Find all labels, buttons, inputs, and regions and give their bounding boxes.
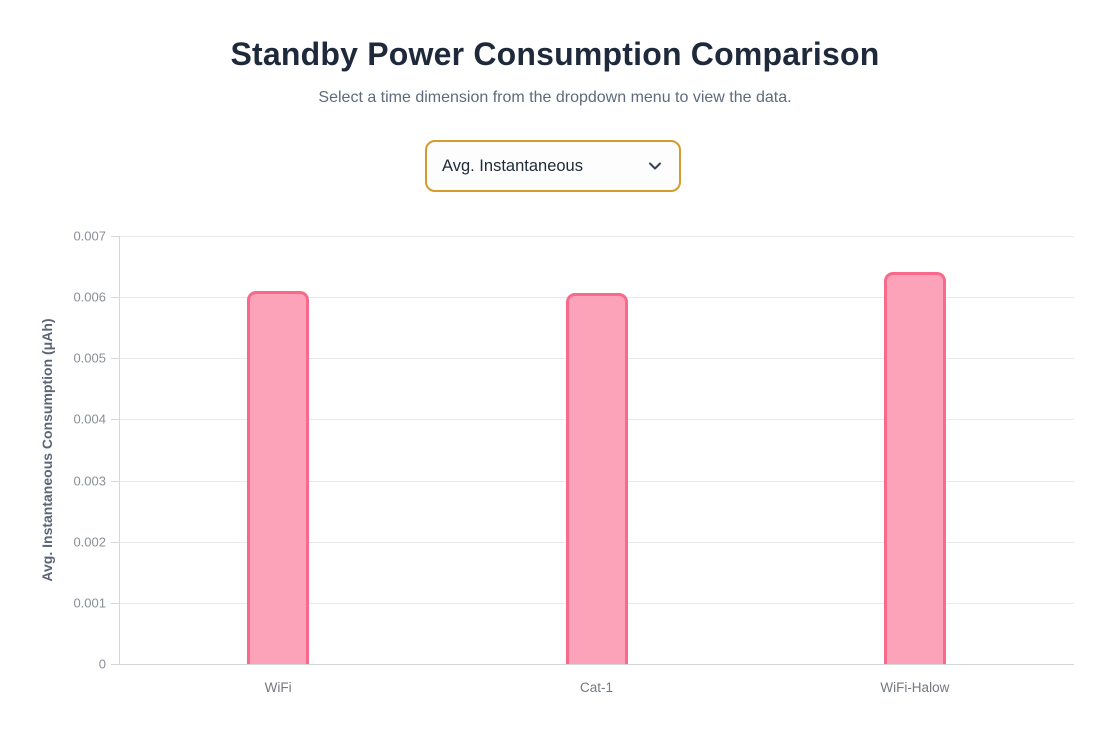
time-dimension-select[interactable]: Avg. Instantaneous [425, 140, 681, 192]
x-label-wifi-halow: WiFi-Halow [880, 680, 950, 695]
y-tick-mark [111, 602, 119, 604]
y-tick-mark [111, 358, 119, 360]
page-subtitle: Select a time dimension from the dropdow… [318, 89, 792, 106]
chevron-down-icon [649, 162, 661, 170]
y-tick-label: 0.005 [73, 350, 106, 366]
y-tick-label: 0.007 [73, 228, 106, 244]
y-tick-label: 0.004 [73, 411, 106, 427]
y-axis-line [119, 236, 120, 664]
gridline [119, 236, 1074, 237]
x-label-wifi: WiFi [264, 680, 292, 695]
bar-cat-1[interactable] [565, 293, 628, 664]
page-title: Standby Power Consumption Comparison [230, 36, 880, 72]
time-dimension-selected-value: Avg. Instantaneous [442, 156, 583, 175]
y-tick-mark [111, 480, 119, 482]
y-tick-mark [111, 541, 119, 543]
bar-wifi[interactable] [247, 291, 310, 664]
y-tick-label: 0.006 [73, 289, 106, 305]
x-axis-baseline [119, 664, 1074, 665]
bar-wifi-halow[interactable] [883, 272, 946, 664]
y-tick-label: 0.001 [73, 595, 106, 611]
y-tick-mark [111, 419, 119, 421]
y-tick-label: 0 [98, 656, 106, 672]
y-tick-label: 0.002 [73, 534, 106, 550]
y-tick-mark [111, 297, 119, 299]
y-tick-mark [111, 236, 119, 237]
x-label-cat-1: Cat-1 [579, 680, 613, 695]
y-tick-mark [111, 664, 119, 665]
y-tick-label: 0.003 [73, 473, 106, 489]
